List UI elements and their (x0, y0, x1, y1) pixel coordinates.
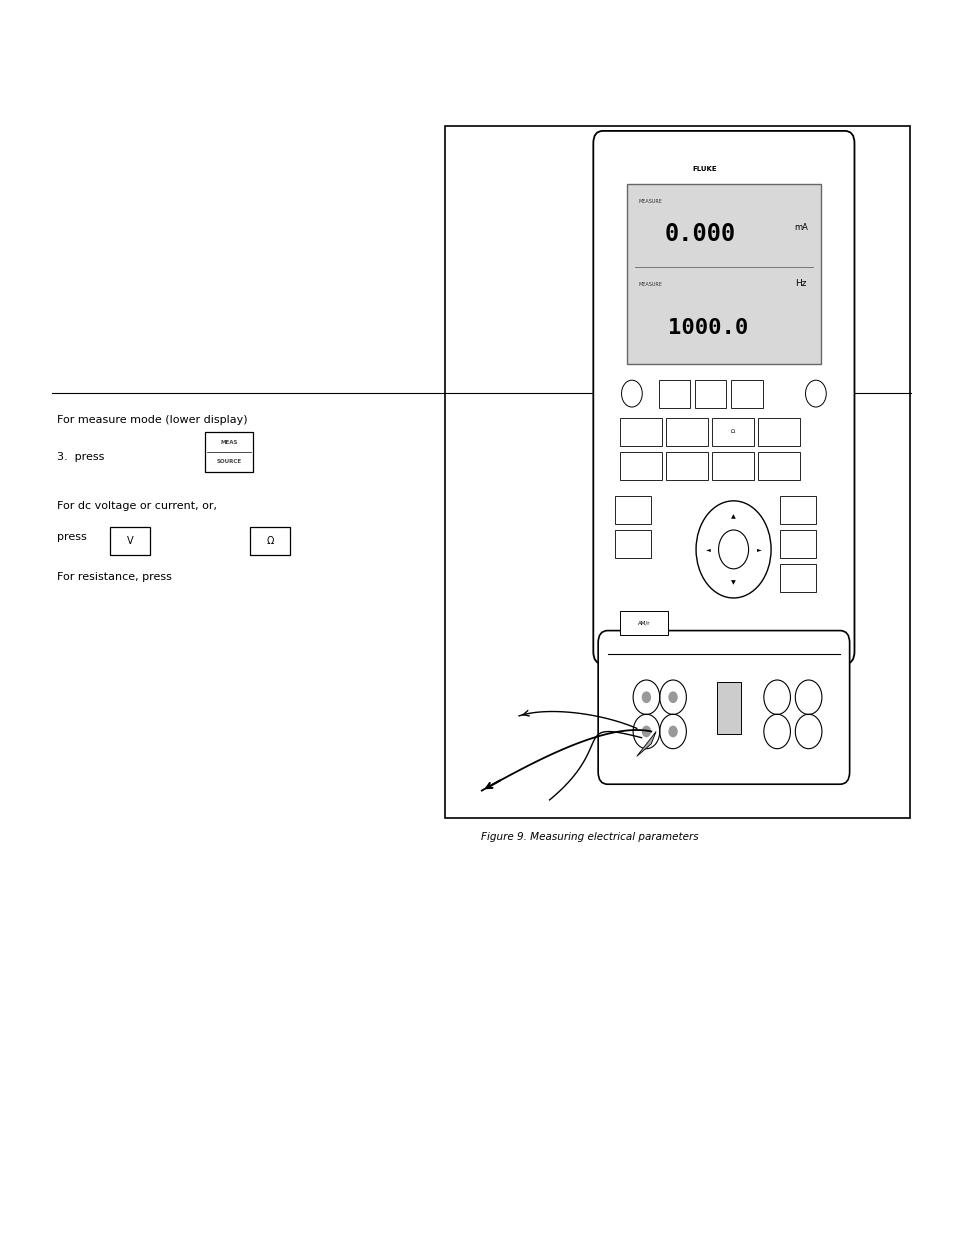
Text: Ω: Ω (730, 430, 734, 435)
Text: MEASURE: MEASURE (638, 283, 662, 288)
Text: press: press (57, 532, 87, 542)
Bar (444, 126, 909, 818)
Text: ►: ► (756, 547, 760, 552)
Text: V: V (127, 536, 132, 546)
Bar (658, 379, 689, 408)
Bar (110, 527, 150, 555)
Circle shape (641, 726, 650, 736)
Circle shape (668, 692, 677, 703)
Text: ◄: ◄ (705, 547, 710, 552)
Text: For measure mode (lower display): For measure mode (lower display) (57, 415, 248, 425)
Text: MEAS: MEAS (220, 441, 237, 446)
Bar (779, 530, 815, 558)
Text: 3.  press: 3. press (57, 452, 105, 462)
Circle shape (668, 726, 677, 736)
Text: Ω: Ω (266, 536, 274, 546)
Bar (615, 530, 650, 558)
FancyBboxPatch shape (598, 631, 849, 784)
Bar (615, 496, 650, 524)
Text: 0.000: 0.000 (664, 222, 736, 247)
FancyBboxPatch shape (593, 131, 854, 664)
Bar (665, 452, 707, 479)
Text: Hz: Hz (795, 279, 806, 288)
Circle shape (641, 692, 650, 703)
Text: ▼: ▼ (730, 580, 735, 585)
Bar (619, 610, 667, 635)
Bar (619, 417, 661, 446)
Bar (665, 417, 707, 446)
Polygon shape (636, 731, 656, 756)
Bar (779, 564, 815, 592)
Bar (711, 452, 754, 479)
Bar (250, 527, 290, 555)
Bar (757, 417, 800, 446)
Bar (205, 432, 253, 472)
Text: mA: mA (794, 222, 807, 232)
Text: For resistance, press: For resistance, press (57, 572, 172, 582)
Bar (779, 496, 815, 524)
Bar (694, 379, 725, 408)
Text: 1000.0: 1000.0 (667, 319, 748, 338)
Bar (730, 379, 761, 408)
Text: AM/r: AM/r (638, 620, 650, 625)
Text: For dc voltage or current, or,: For dc voltage or current, or, (57, 501, 217, 511)
Text: SOURCE: SOURCE (216, 458, 241, 463)
Text: MEASURE: MEASURE (638, 200, 662, 205)
Text: FLUKE: FLUKE (692, 165, 716, 172)
Bar (626, 184, 820, 364)
Bar (711, 417, 754, 446)
Text: ▲: ▲ (730, 514, 735, 519)
Bar (716, 683, 740, 734)
Bar (619, 452, 661, 479)
Bar (757, 452, 800, 479)
Text: Figure 9. Measuring electrical parameters: Figure 9. Measuring electrical parameter… (480, 832, 698, 842)
